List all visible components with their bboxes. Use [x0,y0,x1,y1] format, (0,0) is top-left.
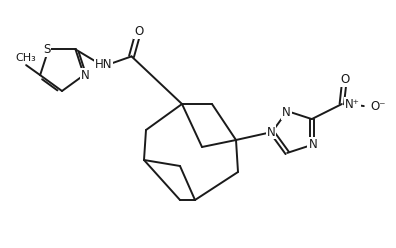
Text: N: N [308,138,317,152]
Text: HN: HN [95,58,112,71]
Text: O⁻: O⁻ [371,99,386,113]
Text: N: N [267,125,275,138]
Text: CH₃: CH₃ [16,53,36,63]
Text: S: S [43,43,50,56]
Text: O: O [340,73,349,86]
Text: O: O [134,25,143,38]
Text: N⁺: N⁺ [345,97,360,111]
Text: N: N [80,69,89,82]
Text: N: N [282,106,291,119]
